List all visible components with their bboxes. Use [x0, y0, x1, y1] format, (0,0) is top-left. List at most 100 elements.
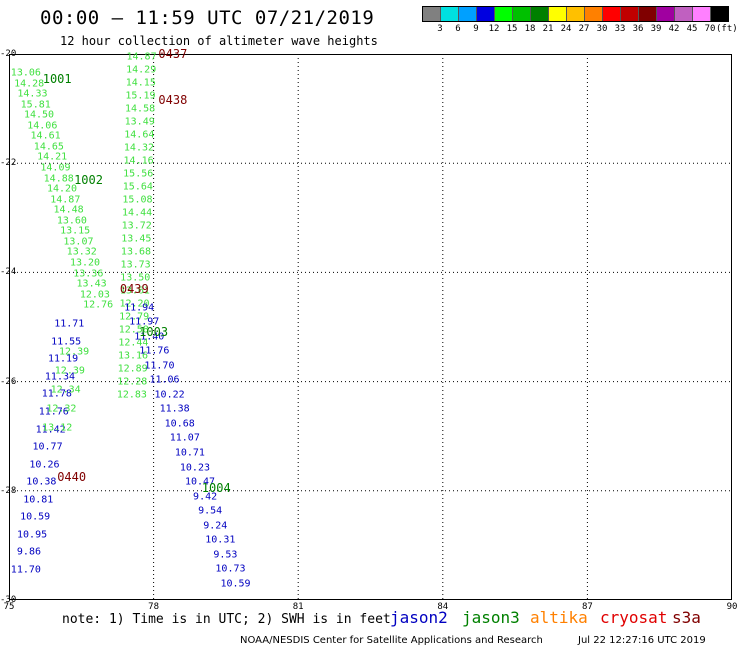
wave-height-value: 9.86 — [16, 546, 41, 558]
wave-height-value: 13.12 — [42, 422, 73, 434]
legend-item-altika: altika — [530, 608, 588, 627]
wave-height-value: 14.88 — [43, 173, 74, 185]
track-id-label: 0439 — [119, 281, 149, 296]
colorbar-swatch — [423, 7, 441, 21]
wave-height-value: 14.33 — [17, 88, 48, 100]
legend-item-s3a: s3a — [672, 608, 701, 627]
colorbar-swatch — [621, 7, 639, 21]
track-id-label: 0438 — [158, 93, 188, 108]
wave-height-value: 14.09 — [40, 162, 71, 174]
wave-height-value: 14.58 — [125, 103, 156, 115]
wave-height-value: 10.23 — [179, 462, 210, 474]
track-id-label: 1004 — [201, 481, 231, 496]
wave-height-value: 13.32 — [66, 246, 97, 258]
wave-height-value: 13.61 — [119, 285, 150, 297]
colorbar-swatch — [711, 7, 728, 21]
wave-height-value: 12.20 — [119, 298, 150, 310]
colorbar-swatch — [657, 7, 675, 21]
wave-height-value: 9.24 — [203, 520, 228, 532]
colorbar-tick-label: 18 — [524, 24, 536, 34]
colorbar-tick-label: 6 — [455, 24, 461, 34]
wave-height-value: 10.71 — [174, 447, 205, 459]
wave-height-value: 10.26 — [29, 459, 60, 471]
wave-height-value: 10.81 — [23, 494, 54, 506]
track-id-label: 1002 — [74, 172, 103, 187]
wave-height-value: 10.31 — [205, 534, 236, 546]
colorbar-tick-label: 33 — [614, 24, 626, 34]
wave-height-value: 15.19 — [125, 90, 156, 102]
wave-height-value: 13.07 — [63, 236, 94, 248]
colorbar-tick-label: 30 — [596, 24, 608, 34]
wave-height-value: 13.50 — [120, 272, 151, 284]
colorbar-swatch — [603, 7, 621, 21]
latitude-label: -24 — [0, 267, 17, 278]
wave-height-value: 12.76 — [83, 299, 114, 311]
colorbar-swatch — [639, 7, 657, 21]
legend-item-jason2: jason2 — [390, 608, 448, 627]
wave-height-value: 11.78 — [41, 388, 72, 400]
wave-height-value: 11.71 — [54, 318, 85, 330]
longitude-label: 78 — [148, 602, 160, 612]
wave-height-value: 11.38 — [159, 403, 190, 415]
wave-height-value: 14.20 — [46, 183, 78, 195]
colorbar-swatch — [477, 7, 495, 21]
wave-height-value: 9.42 — [193, 491, 218, 503]
wave-height-value: 13.49 — [124, 116, 155, 128]
track-id-label: 0437 — [158, 47, 188, 61]
wave-height-value: 12.89 — [117, 363, 148, 375]
wave-height-value: 15.56 — [123, 168, 154, 180]
track-id-label: 1003 — [139, 325, 169, 340]
wave-height-value: 13.60 — [56, 215, 87, 227]
wave-height-value: 13.43 — [76, 278, 107, 290]
colorbar — [422, 6, 729, 22]
colorbar-tick-label: 24 — [560, 24, 572, 34]
footer-note: note: 1) Time is in UTC; 2) SWH is in fe… — [62, 612, 391, 627]
latitude-label: -20 — [0, 49, 17, 59]
colorbar-swatch — [585, 7, 603, 21]
colorbar-tick-label: 42 — [668, 24, 680, 34]
map-frame — [9, 54, 732, 600]
wave-height-value: 11.76 — [38, 406, 69, 418]
colorbar-tick-label: 9 — [473, 24, 479, 34]
wave-height-value: 12.79 — [119, 311, 150, 323]
wave-height-value: 13.68 — [120, 246, 152, 258]
longitude-label: 81 — [292, 602, 304, 612]
wave-height-value: 11.76 — [139, 345, 170, 357]
wave-height-value: 12.39 — [54, 365, 85, 377]
wave-height-value: 14.87 — [126, 51, 157, 63]
colorbar-swatch — [675, 7, 693, 21]
wave-height-value: 12.39 — [59, 346, 90, 358]
longitude-label: 84 — [437, 602, 449, 612]
wave-height-value: 12.03 — [79, 289, 110, 301]
latitude-label: -30 — [0, 595, 17, 605]
wave-height-value: 10.73 — [215, 563, 246, 575]
wave-height-value: 13.72 — [121, 220, 152, 232]
track-id-label: 1001 — [42, 71, 72, 86]
wave-height-value: 10.22 — [154, 389, 185, 401]
wave-height-value: 13.36 — [73, 268, 104, 280]
wave-height-value: 14.50 — [23, 109, 55, 121]
wave-height-value: 12.44 — [118, 337, 149, 349]
wave-height-value: 11.07 — [169, 432, 200, 444]
wave-height-value: 10.38 — [26, 476, 57, 488]
wave-height-value: 15.64 — [122, 181, 153, 193]
wave-height-value: 9.54 — [198, 505, 223, 517]
colorbar-tick-label: 12 — [488, 24, 500, 34]
colorbar-tick-label: 15 — [506, 24, 518, 34]
wave-height-value: 13.16 — [117, 350, 149, 362]
wave-height-value: 12.28 — [117, 376, 148, 388]
wave-height-value: 9.53 — [213, 549, 238, 561]
wave-height-value: 14.15 — [125, 77, 156, 89]
wave-height-value: 10.95 — [17, 529, 48, 541]
wave-height-value: 11.70 — [10, 564, 41, 576]
wave-height-value: 12.34 — [50, 384, 81, 396]
wave-height-value: 13.15 — [60, 225, 91, 237]
wave-height-value: 11.42 — [35, 424, 66, 436]
credit-timestamp: Jul 22 12:27:16 UTC 2019 — [578, 635, 706, 646]
colorbar-swatch — [567, 7, 585, 21]
wave-height-value: 11.40 — [134, 331, 165, 343]
colorbar-swatch — [549, 7, 567, 21]
wave-height-value: 13.73 — [120, 259, 151, 271]
wave-height-value: 10.59 — [20, 511, 51, 523]
wave-height-value: 12.32 — [46, 403, 77, 415]
